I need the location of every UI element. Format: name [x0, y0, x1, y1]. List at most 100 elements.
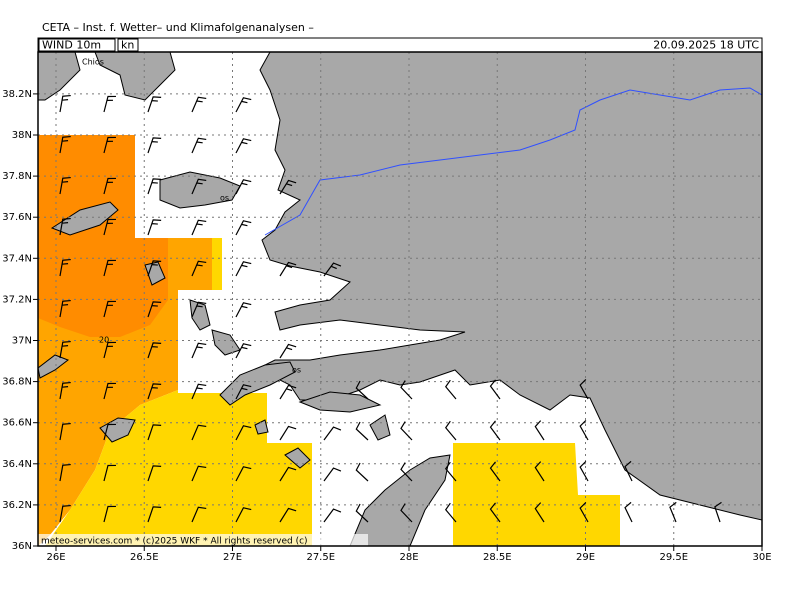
wind-barb — [191, 219, 207, 236]
wind-barb — [103, 177, 116, 195]
wind-barb — [279, 261, 297, 277]
lon-tick-label: 26.5E — [130, 552, 159, 563]
wind-barb — [191, 137, 207, 154]
graticule — [33, 52, 763, 551]
wind-barb — [235, 138, 252, 154]
wind-barb — [534, 502, 545, 523]
wind-barb — [489, 461, 501, 482]
wind-barb — [279, 179, 297, 195]
wind-barb — [489, 502, 501, 523]
island-chios — [94, 52, 176, 101]
wind-barb — [624, 460, 633, 482]
wind-barb — [279, 425, 297, 441]
wind-barb — [235, 97, 252, 113]
wind-barb — [147, 96, 162, 113]
lon-tick-label: 28E — [399, 552, 418, 563]
footer: meteo-services.com * (c)2025 WKF * All r… — [41, 537, 308, 547]
wind-barb — [355, 421, 369, 441]
wind-barb — [323, 262, 342, 277]
wind-barb — [323, 426, 342, 441]
wind-field-dark-orange — [38, 135, 168, 337]
map-frame — [37, 51, 763, 547]
island-rhodes — [349, 454, 451, 546]
wind-barb — [59, 258, 71, 277]
lat-tick-label: 37N — [12, 336, 32, 347]
lon-tick-label: 30E — [752, 552, 771, 563]
river — [264, 87, 762, 236]
wind-barb — [279, 466, 297, 482]
lat-tick-label: 36N — [12, 541, 32, 552]
lat-tick-label: 37.8N — [2, 171, 32, 182]
wind-barb — [59, 299, 71, 318]
wind-barb — [103, 218, 116, 236]
wind-barb — [59, 217, 71, 236]
wind-barb — [323, 467, 342, 482]
lat-tick-label: 36.6N — [2, 418, 32, 429]
wind-barb — [59, 176, 71, 195]
wind-barb — [235, 384, 252, 400]
lon-tick-label: 26E — [46, 552, 65, 563]
wind-barb — [489, 420, 501, 441]
lon-tick-label: 29E — [576, 552, 595, 563]
wind-barb — [624, 501, 633, 523]
island-patmos — [144, 261, 166, 286]
island-small — [369, 414, 391, 441]
wind-barb — [59, 504, 71, 523]
wind-barb — [191, 465, 207, 482]
wind-barb — [147, 342, 162, 359]
wind-barb — [235, 466, 252, 482]
lat-tick-label: 38N — [12, 130, 32, 141]
wind-barb — [191, 342, 207, 359]
lon-tick-label: 27E — [223, 552, 242, 563]
lat-tick-label: 36.2N — [2, 500, 32, 511]
wind-barb — [279, 384, 297, 400]
wind-barb — [669, 501, 677, 523]
wind-barb — [191, 506, 207, 523]
wind-barb — [147, 465, 162, 482]
wind-barb — [534, 420, 545, 441]
wind-barbs — [59, 94, 722, 523]
wind-barb — [235, 220, 252, 236]
wind-barb — [103, 95, 116, 113]
wind-barb — [103, 382, 116, 400]
wind-barb — [444, 420, 457, 441]
island-symi — [284, 447, 311, 469]
wind-barb — [235, 261, 252, 277]
wind-barb — [191, 260, 207, 277]
wind-barb — [235, 179, 252, 195]
valid-time: 20.09.2025 18 UTC — [653, 39, 759, 52]
footer-bg — [38, 534, 368, 546]
wind-barb — [323, 508, 342, 523]
wind-barb — [147, 424, 162, 441]
island-tilos — [254, 419, 269, 435]
wind-barb — [191, 383, 207, 400]
island-astypalaia — [38, 354, 70, 379]
wind-barb — [59, 463, 71, 482]
wind-barb — [147, 137, 162, 154]
lat-tick-label: 37.6N — [2, 212, 32, 223]
wind-barb — [103, 505, 116, 523]
wind-barb — [59, 94, 71, 113]
island-datca — [298, 391, 382, 413]
unit: kn — [121, 39, 134, 52]
land-turkey — [253, 52, 762, 521]
wind-barb — [714, 501, 722, 523]
wind-field-yellow — [45, 238, 312, 546]
wind-barb — [59, 381, 71, 400]
wind-barb — [59, 422, 71, 441]
wind-barb — [147, 301, 162, 318]
wind-barb — [191, 178, 207, 195]
wind-barb — [534, 461, 545, 482]
wind-barb — [355, 503, 369, 523]
wind-barb — [400, 503, 413, 523]
parameter-box — [38, 38, 116, 52]
wind-barb — [400, 462, 413, 482]
wind-barb — [400, 421, 413, 441]
wind-barb — [103, 300, 116, 318]
lon-tick-label: 28.5E — [483, 552, 512, 563]
wind-field-yellow — [453, 443, 620, 546]
wind-barb — [191, 424, 207, 441]
wind-barb — [235, 425, 252, 441]
lat-tick-label: 36.8N — [2, 377, 32, 388]
